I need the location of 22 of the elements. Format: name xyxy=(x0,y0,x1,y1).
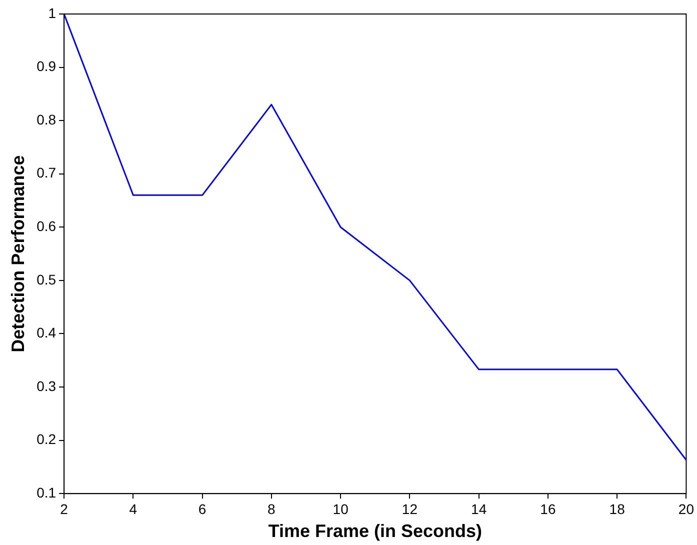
x-tick-label: 20 xyxy=(678,500,694,517)
y-tick-label: 0.7 xyxy=(36,164,56,181)
y-tick-label: 0.2 xyxy=(36,431,56,448)
x-tick-label: 14 xyxy=(471,500,487,517)
y-tick-label: 0.1 xyxy=(36,484,56,500)
x-tick-label: 2 xyxy=(60,500,68,517)
y-tick-label: 0.5 xyxy=(36,271,56,288)
y-axis-title: Detection Performance xyxy=(8,155,28,352)
y-tick-label: 0.4 xyxy=(36,324,56,341)
y-tick-label: 0.9 xyxy=(36,58,56,74)
x-axis-title: Time Frame (in Seconds) xyxy=(268,521,482,542)
y-tick-label: 0.3 xyxy=(36,378,56,394)
y-tick-label: 1 xyxy=(48,4,56,21)
y-tick-label: 0.8 xyxy=(36,111,56,128)
x-tick-label: 10 xyxy=(332,500,349,517)
y-tick-label: 0.6 xyxy=(36,218,56,234)
x-tick-label: 8 xyxy=(268,500,276,517)
x-tick-label: 16 xyxy=(540,500,556,517)
x-tick-label: 18 xyxy=(609,500,626,517)
x-tick-label: 12 xyxy=(402,500,418,517)
x-tick-label: 4 xyxy=(129,500,138,517)
x-tick-label: 6 xyxy=(198,500,206,517)
